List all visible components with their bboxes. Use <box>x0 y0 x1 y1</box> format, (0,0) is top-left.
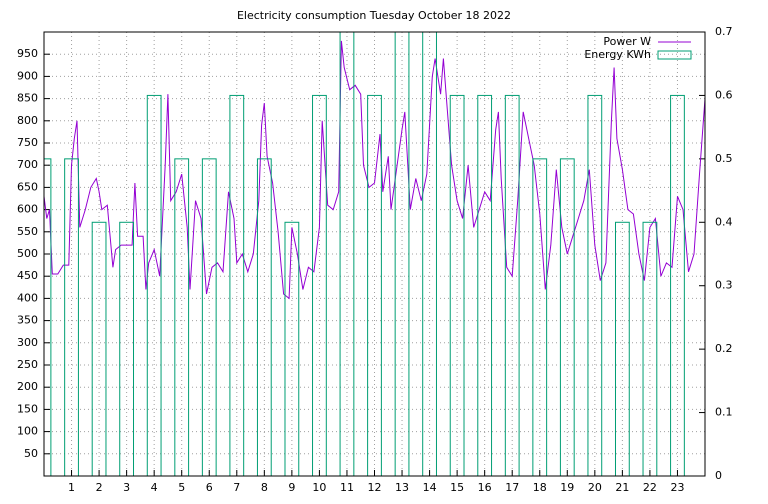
x-tick-label: 7 <box>233 481 240 494</box>
energy-box <box>256 158 272 476</box>
plot-frame <box>43 31 706 477</box>
y-tick-label: 150 <box>17 402 38 415</box>
legend-label: Energy KWh <box>584 48 651 61</box>
x-tick-label: 12 <box>368 481 382 494</box>
chart-title: Electricity consumption Tuesday October … <box>237 9 511 22</box>
x-tick-label: 1 <box>68 481 75 494</box>
y2-tick-label: 0 <box>715 469 722 482</box>
x-tick-label: 8 <box>261 481 268 494</box>
y2-tick-label: 0.6 <box>715 88 733 101</box>
energy-box <box>119 221 135 476</box>
y-tick-label: 600 <box>17 203 38 216</box>
energy-box <box>312 94 327 476</box>
energy-box <box>477 94 493 476</box>
energy-box <box>449 94 465 476</box>
y-tick-label: 300 <box>17 336 38 349</box>
energy-box <box>284 221 300 476</box>
energy-box <box>367 94 382 476</box>
y-tick-label: 100 <box>17 425 38 438</box>
y2-tick-label: 0.4 <box>715 215 733 228</box>
x-tick-label: 13 <box>395 481 409 494</box>
legend-label: Power W <box>603 35 651 48</box>
energy-box <box>532 158 548 476</box>
energy-box <box>229 94 245 476</box>
x-tick-label: 20 <box>588 481 602 494</box>
x-tick-label: 23 <box>670 481 684 494</box>
y2-tick-label: 0.1 <box>715 406 733 419</box>
y-tick-label: 550 <box>17 225 38 238</box>
x-tick-label: 14 <box>423 481 437 494</box>
y-tick-label: 200 <box>17 380 38 393</box>
y-tick-label: 50 <box>24 447 38 460</box>
energy-box <box>174 158 190 476</box>
x-tick-label: 5 <box>178 481 185 494</box>
x-tick-label: 11 <box>340 481 354 494</box>
y2-tick-label: 0.5 <box>715 152 733 165</box>
energy-box <box>91 221 107 476</box>
power-line <box>44 40 705 300</box>
y-tick-label: 750 <box>17 136 38 149</box>
energy-box <box>201 158 217 476</box>
x-tick-label: 21 <box>615 481 629 494</box>
x-tick-label: 22 <box>643 481 657 494</box>
x-tick-label: 9 <box>288 481 295 494</box>
y-tick-label: 250 <box>17 358 38 371</box>
y-tick-label: 700 <box>17 158 38 171</box>
y2-tick-label: 0.2 <box>715 342 733 355</box>
x-tick-label: 15 <box>450 481 464 494</box>
x-tick-label: 3 <box>123 481 130 494</box>
x-tick-label: 17 <box>505 481 519 494</box>
y-tick-label: 450 <box>17 269 38 282</box>
y-tick-label: 850 <box>17 92 38 105</box>
energy-box <box>64 158 79 476</box>
energy-box <box>44 158 52 476</box>
y2-tick-label: 0.3 <box>715 279 733 292</box>
y-tick-label: 350 <box>17 314 38 327</box>
x-tick-label: 19 <box>560 481 574 494</box>
y-tick-label: 650 <box>17 180 38 193</box>
y2-tick-label: 0.7 <box>715 25 733 38</box>
x-tick-label: 18 <box>533 481 547 494</box>
energy-box <box>587 94 603 476</box>
x-tick-label: 16 <box>478 481 492 494</box>
energy-box <box>614 221 630 476</box>
energy-box <box>504 94 520 476</box>
legend-swatch <box>657 50 692 60</box>
energy-box <box>146 94 162 476</box>
x-tick-label: 6 <box>206 481 213 494</box>
y-tick-label: 800 <box>17 114 38 127</box>
y-tick-label: 400 <box>17 291 38 304</box>
x-tick-label: 2 <box>96 481 103 494</box>
y-tick-label: 500 <box>17 247 38 260</box>
x-tick-label: 4 <box>151 481 158 494</box>
energy-box <box>670 94 685 476</box>
energy-box <box>642 221 658 476</box>
x-tick-label: 10 <box>312 481 326 494</box>
y-tick-label: 950 <box>17 47 38 60</box>
energy-box <box>559 158 575 476</box>
y-tick-label: 900 <box>17 69 38 82</box>
